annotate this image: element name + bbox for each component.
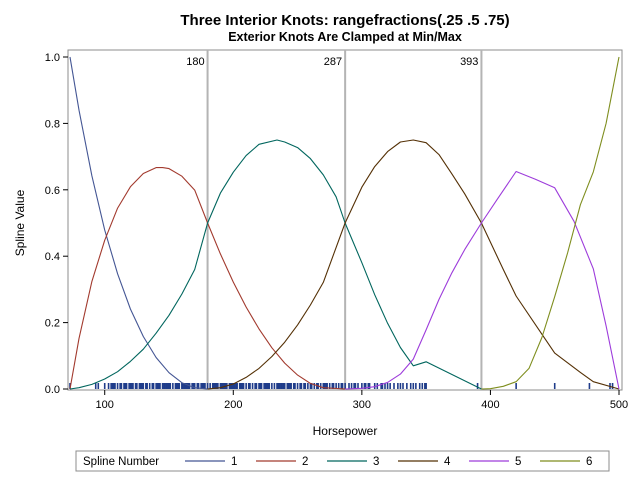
legend-label-4: 4: [444, 456, 451, 468]
x-tick-label: 300: [353, 399, 371, 411]
spline-5-line: [345, 170, 620, 390]
rug-marks: [69, 383, 614, 389]
x-tick-label: 500: [610, 399, 628, 411]
x-tick-label: 100: [96, 399, 114, 411]
x-tick-label: 200: [224, 399, 242, 411]
x-tick-label: 400: [481, 399, 499, 411]
knot-label: 393: [460, 56, 478, 68]
spline-4-line: [207, 139, 620, 390]
y-tick-label: 0.2: [45, 318, 60, 330]
axes: 100 200 300 400 500 0.0 0.2 0.4 0.6 0.8 1.0: [45, 52, 628, 411]
y-axis-label: Spline Value: [13, 189, 27, 256]
spline-6-line: [481, 56, 620, 390]
legend-label-2: 2: [302, 456, 308, 468]
legend-label-1: 1: [231, 456, 237, 468]
spline-2-line: [69, 167, 346, 390]
y-tick-label: 0.6: [45, 185, 60, 197]
spline-curves: [69, 56, 620, 390]
y-tick-label: 0.8: [45, 118, 60, 130]
legend: Spline Number 1 2 3 4 5 6: [75, 450, 610, 472]
legend-box: [75, 450, 610, 472]
knot-label: 287: [324, 56, 342, 68]
y-tick-label: 0.4: [45, 251, 60, 263]
chart-subtitle: Exterior Knots Are Clamped at Min/Max: [228, 30, 462, 44]
legend-label-6: 6: [586, 456, 592, 468]
knot-label: 180: [186, 56, 204, 68]
spline-3-line: [69, 139, 482, 390]
legend-label-3: 3: [373, 456, 379, 468]
legend-label-5: 5: [515, 456, 521, 468]
y-tick-label: 1.0: [45, 52, 60, 64]
spline-1-line: [69, 56, 208, 390]
x-axis-label: Horsepower: [313, 424, 378, 438]
knot-lines: 180 287 393: [186, 50, 483, 390]
y-tick-label: 0.0: [45, 384, 60, 396]
chart-title: Three Interior Knots: rangefractions(.25…: [180, 12, 509, 29]
legend-title: Spline Number: [83, 456, 159, 468]
